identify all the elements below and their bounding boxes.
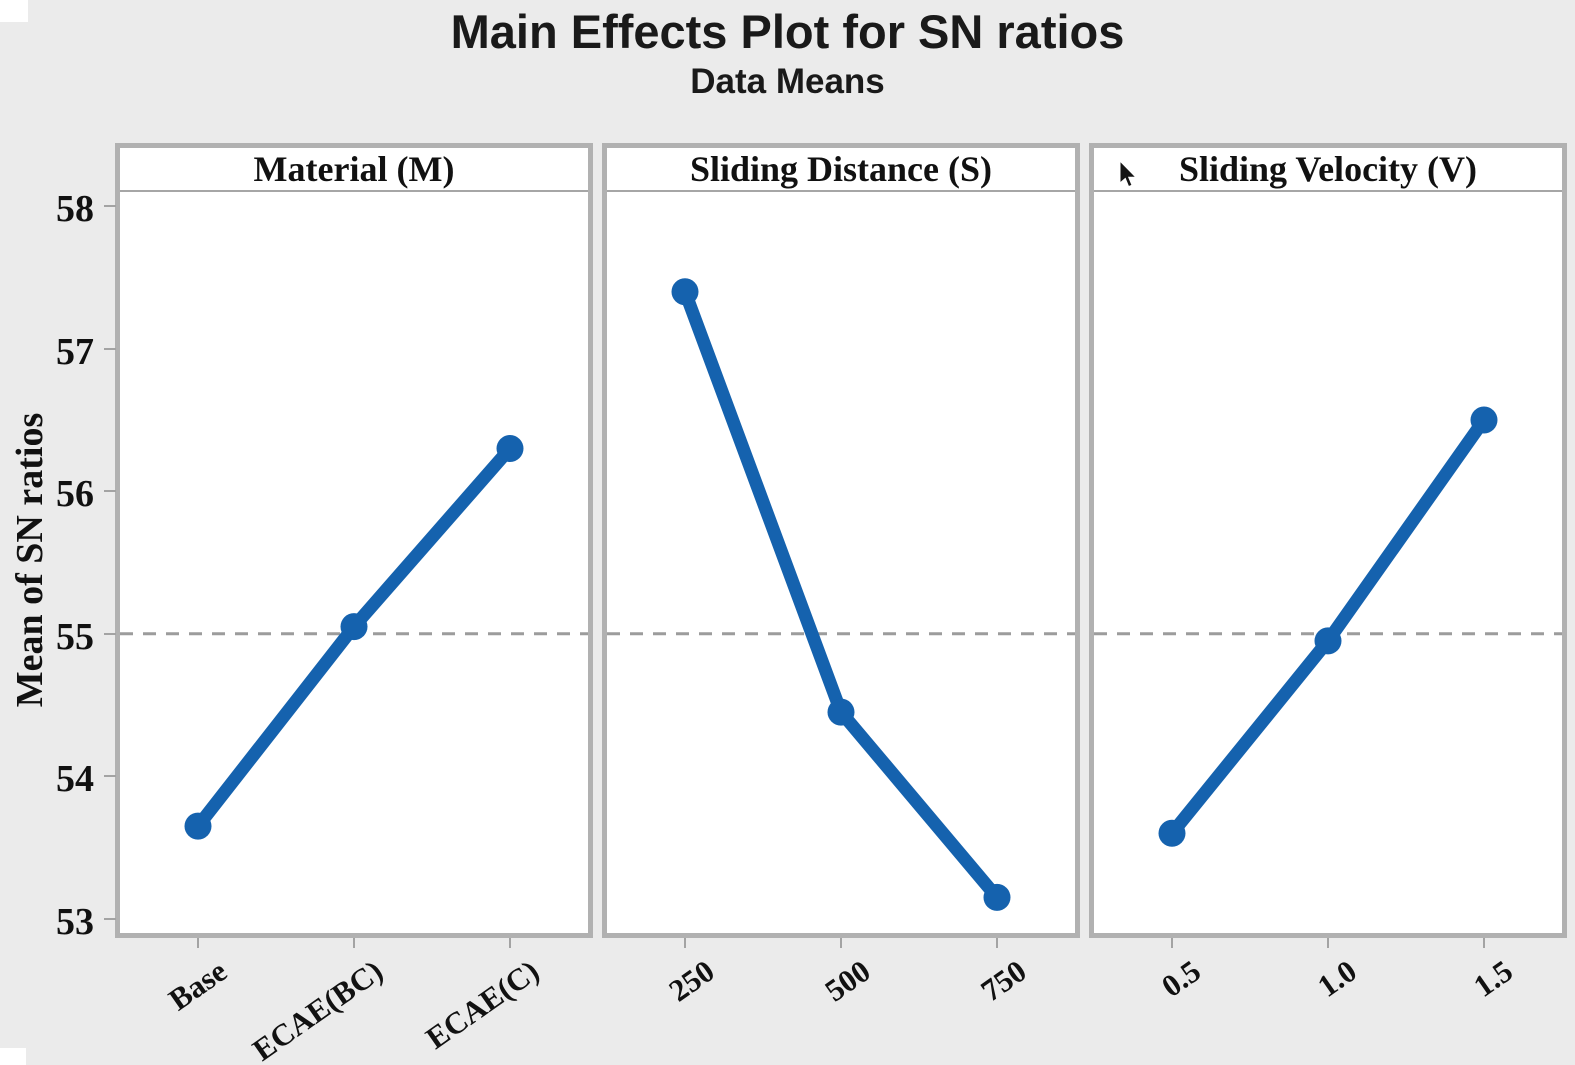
y-tick-label: 53 [56, 900, 94, 943]
y-tick-label: 56 [56, 473, 94, 516]
line-chart [1094, 406, 1562, 847]
tick-mark [104, 205, 116, 207]
x-tick-label: 250 [661, 953, 721, 1009]
panel-header: Sliding Velocity (V) [1094, 148, 1562, 192]
panel-header: Sliding Distance (S) [607, 148, 1075, 192]
plot-area [607, 192, 1075, 933]
x-axis-labels-material: Base ECAE(BC) ECAE(C) [120, 947, 588, 1065]
panel-material: Material (M) [115, 143, 593, 938]
y-tick-label: 57 [56, 330, 94, 373]
plot-area [1094, 192, 1562, 933]
x-tick-label: ECAE(BC) [246, 953, 390, 1065]
tick-mark [104, 918, 116, 920]
y-axis-tick-labels: 58 57 56 55 54 53 [0, 188, 98, 943]
panel-sliding-velocity: Sliding Velocity (V) [1089, 143, 1567, 938]
tick-mark [684, 938, 686, 948]
x-tick-label: 500 [817, 953, 877, 1009]
window-corner-fragment-bottom [0, 1048, 26, 1065]
x-tick-label: 0.5 [1155, 953, 1208, 1004]
window-corner-fragment-top [0, 0, 28, 22]
y-tick-label: 58 [56, 188, 94, 231]
plot-area [120, 192, 588, 933]
tick-mark [1483, 938, 1485, 948]
x-axis-labels-sliding-distance: 250 500 750 [607, 947, 1075, 1059]
mouse-cursor-icon [1119, 160, 1137, 188]
tick-mark [197, 938, 199, 948]
tick-mark [104, 490, 116, 492]
x-tick-label: 1.5 [1467, 953, 1520, 1004]
x-tick-label: Base [162, 953, 234, 1018]
tick-mark [104, 775, 116, 777]
chart-title: Main Effects Plot for SN ratios [450, 5, 1125, 58]
x-tick-label: 750 [973, 953, 1033, 1009]
panel-header: Material (M) [120, 148, 588, 192]
y-tick-label: 54 [56, 758, 94, 801]
tick-mark [1171, 938, 1173, 948]
x-axis-labels-sliding-velocity: 0.5 1.0 1.5 [1094, 947, 1562, 1059]
panel-sliding-distance: Sliding Distance (S) [602, 143, 1080, 938]
tick-mark [104, 348, 116, 350]
tick-mark [509, 938, 511, 948]
tick-mark [840, 938, 842, 948]
tick-mark [353, 938, 355, 948]
y-tick-label: 55 [56, 615, 94, 658]
tick-mark [1327, 938, 1329, 948]
x-tick-label: ECAE(C) [419, 953, 546, 1056]
tick-mark [104, 633, 116, 635]
tick-mark [996, 938, 998, 948]
line-chart [120, 435, 588, 840]
x-tick-label: 1.0 [1311, 953, 1364, 1004]
chart-subtitle: Data Means [690, 62, 885, 101]
line-chart [607, 278, 1075, 911]
